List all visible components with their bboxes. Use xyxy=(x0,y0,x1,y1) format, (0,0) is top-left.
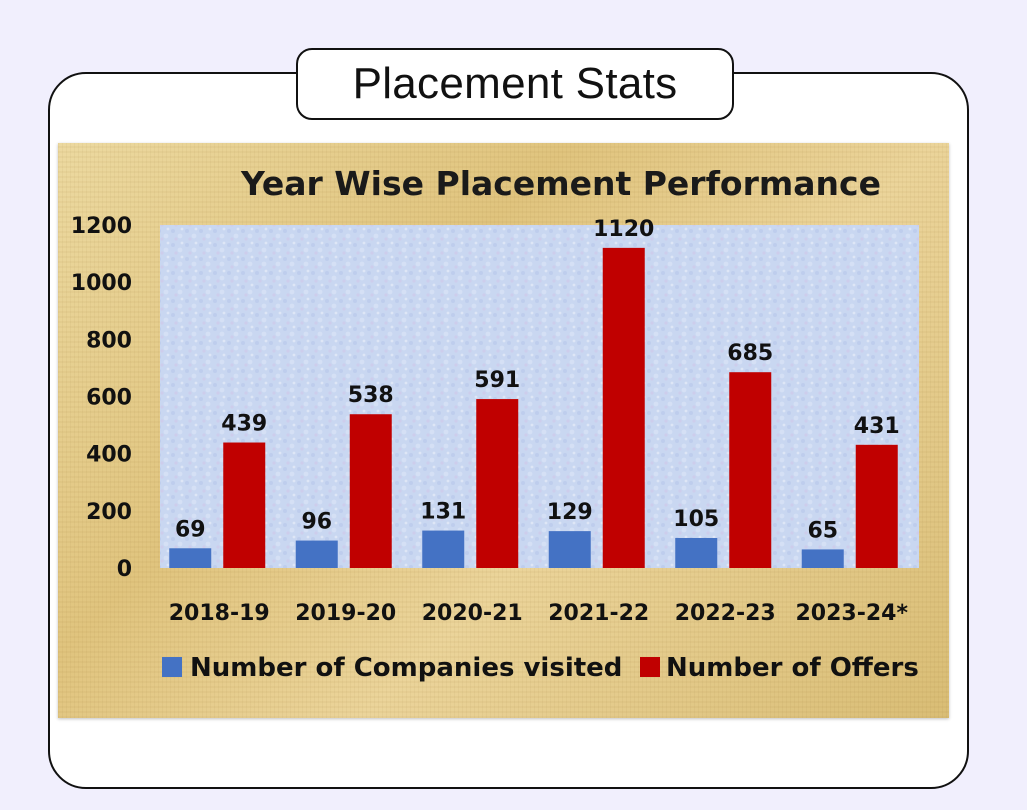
data-label: 65 xyxy=(807,518,838,543)
plot-area xyxy=(160,225,919,568)
bar-companies xyxy=(675,537,718,568)
y-tick-label: 0 xyxy=(117,557,132,582)
data-label: 591 xyxy=(474,368,520,393)
legend-label: Number of Offers xyxy=(666,653,919,683)
legend-swatch xyxy=(162,657,182,677)
y-axis: 0 200 400 600 800 1000 1200 xyxy=(71,214,132,582)
y-tick-label: 600 xyxy=(86,386,132,411)
data-label: 538 xyxy=(348,383,394,408)
x-tick-label: 2021-22 xyxy=(548,601,649,626)
bar-offers xyxy=(855,444,898,568)
bar-offers xyxy=(349,414,392,568)
data-label: 129 xyxy=(547,500,593,525)
y-tick-label: 200 xyxy=(86,500,132,525)
data-label: 131 xyxy=(420,500,466,525)
legend-label: Number of Companies visited xyxy=(190,653,622,683)
bar-companies xyxy=(295,540,338,568)
bars: 69 439 96 538 131 591 129 1120 105 685 65 431 xyxy=(169,217,900,568)
bar-offers xyxy=(223,442,266,568)
bar-companies xyxy=(801,549,844,568)
bar-offers xyxy=(476,399,519,568)
data-label: 439 xyxy=(221,412,267,437)
chart-title: Year Wise Placement Performance xyxy=(240,164,881,203)
data-label: 96 xyxy=(301,510,332,535)
bar-companies xyxy=(548,531,591,568)
bar-offers xyxy=(602,247,645,568)
legend: Number of Companies visited Number of Off… xyxy=(162,653,919,683)
data-label: 69 xyxy=(175,517,206,542)
x-tick-label: 2019-20 xyxy=(295,601,396,626)
data-label: 1120 xyxy=(593,217,654,242)
bar-offers xyxy=(729,372,772,568)
x-axis: 2018-19 2019-20 2020-21 2021-22 2022-23 2023-… xyxy=(169,601,909,626)
x-tick-label: 2018-19 xyxy=(169,601,270,626)
x-tick-label: 2022-23 xyxy=(675,601,776,626)
bar-companies xyxy=(422,530,465,568)
bar-companies xyxy=(169,548,212,568)
y-tick-label: 800 xyxy=(86,328,132,353)
data-label: 105 xyxy=(673,507,719,532)
y-tick-label: 400 xyxy=(86,443,132,468)
data-label: 431 xyxy=(854,414,900,439)
placement-bar-chart: Year Wise Placement Performance 0 200 400 6… xyxy=(71,164,919,683)
y-tick-label: 1200 xyxy=(71,214,132,239)
y-tick-label: 1000 xyxy=(71,271,132,296)
x-tick-label: 2020-21 xyxy=(422,601,523,626)
chart-frame: Year Wise Placement Performance 0 200 400 6… xyxy=(58,143,949,718)
legend-swatch xyxy=(640,657,660,677)
x-tick-label: 2023-24* xyxy=(796,601,909,626)
section-title: Placement Stats xyxy=(296,48,734,120)
data-label: 685 xyxy=(727,341,773,366)
